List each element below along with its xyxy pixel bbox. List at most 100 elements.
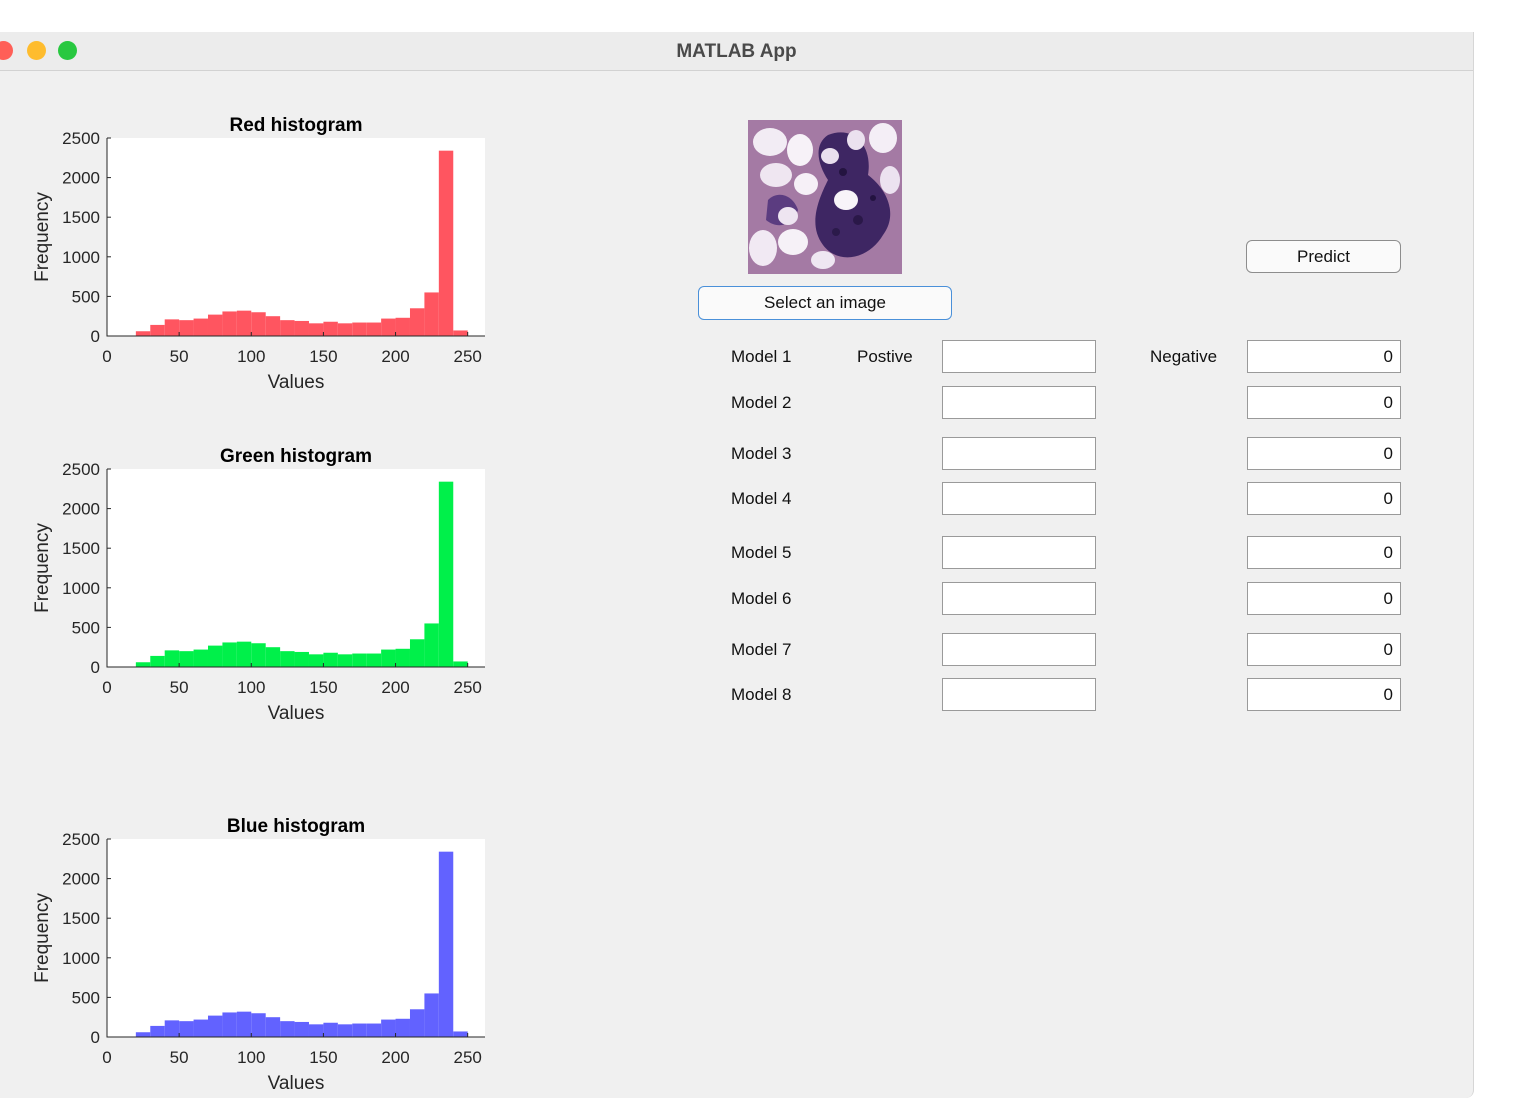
positive-score-field[interactable] [942,386,1096,419]
model-label: Model 8 [731,685,792,704]
negative-score-field[interactable]: 0 [1247,536,1401,569]
negative-score-field[interactable]: 0 [1247,678,1401,711]
histogram-bar [164,650,180,667]
histogram-bar [222,1012,237,1037]
histogram-bar [352,322,367,336]
y-tick-label: 1000 [62,248,100,267]
minimize-window-icon[interactable] [27,41,46,60]
x-tick-label: 50 [170,347,189,366]
x-tick-label: 150 [309,678,337,697]
histogram-bar [453,661,468,667]
histogram-bar [251,643,266,667]
y-tick-label: 500 [72,287,100,306]
plot-area [107,839,485,1037]
histogram-bar [294,651,309,667]
x-tick-label: 100 [237,347,265,366]
x-axis-label: Values [268,1073,325,1094]
histogram-bar [280,1021,295,1037]
histogram-bar [409,308,425,336]
histogram-bar [179,651,194,667]
app-window: MATLAB App 0 50 100 150 200 250 0 500 1000 1500 20… [0,32,1474,1098]
negative-score-field[interactable]: 0 [1247,340,1401,373]
x-tick-label: 150 [309,347,337,366]
histogram-svg: 0 50 100 150 200 25005001000150020002500Blue … [32,816,485,1094]
histogram-bar [395,1018,410,1037]
chart-title: Blue histogram [227,816,365,837]
histogram-bar [337,1024,353,1037]
y-tick-label: 2500 [62,460,100,479]
histogram-bar [164,319,180,336]
y-tick-label: 500 [72,988,100,1007]
y-tick-label: 1500 [62,909,100,928]
positive-score-field[interactable] [942,482,1096,515]
histogram-bar [337,654,353,667]
histogram-bar [294,320,309,336]
x-tick-label: 0 [102,678,111,697]
histogram-bar [251,1013,266,1037]
zoom-window-icon[interactable] [58,41,77,60]
positive-score-field[interactable] [942,437,1096,470]
model-label: Model 1 [731,347,792,366]
histogram-bar [179,320,194,336]
histogram-bar [438,150,454,336]
red-histogram-chart: 0 50 100 150 200 250 0 500 1000 1500 2000 2500 Red h… [28,104,498,394]
model-label: Model 6 [731,589,792,608]
negative-score-field[interactable]: 0 [1247,582,1401,615]
y-tick-label: 1500 [62,539,100,558]
histogram-bar [294,1021,309,1037]
histogram-bar [366,1023,382,1037]
y-tick-label: 2000 [62,169,100,188]
histogram-bar [193,649,208,667]
title-bar: MATLAB App [0,32,1473,71]
plot-area [107,469,485,667]
x-tick-label: 50 [170,678,189,697]
negative-score-field[interactable]: 0 [1247,437,1401,470]
positive-score-field[interactable] [942,633,1096,666]
histogram-bar [193,1019,208,1037]
histogram-bar [265,316,281,336]
histogram-bar [207,314,223,336]
histogram-bar [323,1022,338,1037]
histogram-svg: 0 50 100 150 200 25005001000150020002500Green… [32,446,485,724]
close-window-icon[interactable] [0,41,13,60]
negative-score-field[interactable]: 0 [1247,386,1401,419]
positive-score-field[interactable] [942,582,1096,615]
histogram-bar [366,322,382,336]
histogram-bar [222,311,237,336]
histogram-bar [193,318,208,336]
y-tick-label: 0 [91,1028,100,1047]
x-tick-label: 150 [309,1048,337,1067]
histogram-bar [323,652,338,667]
y-tick-label: 0 [91,658,100,677]
positive-score-field[interactable] [942,340,1096,373]
x-tick-label: 0 [102,1048,111,1067]
histogram-bar [438,851,454,1037]
x-tick-label: 50 [170,1048,189,1067]
histogram-bar [265,647,281,667]
negative-score-field[interactable]: 0 [1247,482,1401,515]
predict-button[interactable]: Predict [1246,240,1401,273]
histogram-bar [135,1032,151,1037]
y-axis-label: Frequency [32,893,53,983]
plot-area [107,138,485,336]
green-histogram-chart: 0 50 100 150 200 250 0 500 1000 1500 2000 2500 Green… [28,435,498,725]
y-tick-label: 2500 [62,129,100,148]
positive-column-label: Postive [857,347,913,366]
window-title: MATLAB App [676,41,797,62]
x-tick-label: 200 [381,347,409,366]
histogram-bar [236,1011,252,1037]
histogram-bar [251,312,266,336]
x-tick-label: 100 [237,1048,265,1067]
histogram-bar [280,320,295,336]
x-tick-label: 250 [453,678,481,697]
positive-score-field[interactable] [942,536,1096,569]
negative-score-field[interactable]: 0 [1247,633,1401,666]
y-axis-label: Frequency [32,523,53,613]
positive-score-field[interactable] [942,678,1096,711]
select-image-button[interactable]: Select an image [698,286,952,320]
y-tick-label: 0 [91,327,100,346]
histogram-bar [409,639,425,667]
histogram-bar [352,653,367,667]
histogram-bar [438,481,454,667]
histogram-bar [150,655,165,667]
